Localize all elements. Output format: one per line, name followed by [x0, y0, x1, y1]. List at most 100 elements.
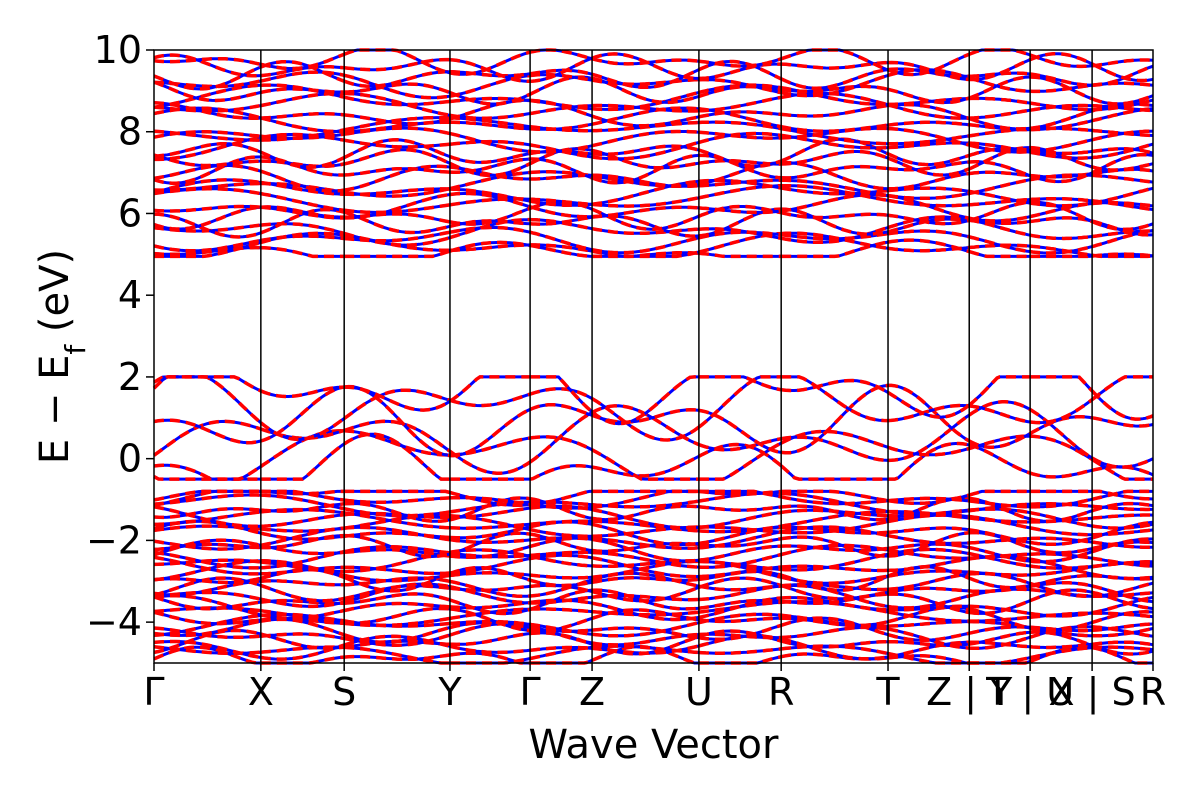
- band-line-dashed: [592, 205, 700, 219]
- band-line-dashed: [1030, 375, 1094, 393]
- band-line-dashed: [153, 155, 261, 185]
- band-line-dashed: [1091, 522, 1154, 530]
- band-line-dashed: [153, 645, 261, 665]
- band-line-dashed: [1091, 58, 1154, 68]
- band-line-dashed: [153, 579, 261, 597]
- band-line-dashed: [1029, 233, 1093, 241]
- band-line-dashed: [260, 608, 345, 626]
- band-line-dashed: [343, 601, 451, 613]
- band-line-dashed: [968, 170, 1031, 178]
- band-line-dashed: [1029, 620, 1093, 633]
- band-line-dashed: [1091, 590, 1154, 611]
- x-tick-label: T: [875, 670, 900, 714]
- band-line-dashed: [153, 205, 261, 231]
- band-line-dashed: [260, 150, 345, 169]
- band-line-dashed: [698, 436, 782, 452]
- band-line-dashed: [153, 141, 262, 158]
- band-line-dashed: [1091, 501, 1154, 513]
- y-axis-label-main: E − E: [32, 355, 78, 465]
- x-tick-label: Γ: [143, 670, 164, 714]
- band-line-dashed: [343, 138, 451, 160]
- band-line-dashed: [529, 230, 593, 252]
- band-line-dashed: [698, 107, 782, 129]
- band-line-dashed: [343, 95, 451, 107]
- band-line-dashed: [781, 582, 889, 592]
- band-line-dashed: [1030, 83, 1093, 94]
- band-line-dashed: [1091, 200, 1154, 208]
- band-line-dashed: [887, 198, 970, 208]
- band-line-dashed: [1092, 64, 1154, 87]
- band-line-dashed: [260, 526, 345, 533]
- band-line-dashed: [969, 57, 1031, 82]
- band-line-dashed: [344, 429, 450, 457]
- band-line-dashed: [1091, 504, 1153, 512]
- band-line-dashed: [449, 579, 531, 599]
- band-line-dashed: [781, 164, 889, 180]
- band-line-dashed: [449, 139, 531, 147]
- band-line-dashed: [1029, 626, 1093, 638]
- band-line-dashed: [781, 504, 889, 522]
- band-line-solid: [698, 441, 782, 481]
- band-line-dashed: [529, 616, 593, 633]
- band-line-dashed: [887, 533, 970, 546]
- band-line-solid: [697, 375, 782, 429]
- band-line-dashed: [1091, 643, 1154, 656]
- band-line-solid: [260, 584, 345, 603]
- band-line-dashed: [780, 543, 889, 557]
- band-line-dashed: [1091, 128, 1154, 138]
- band-line-dashed: [344, 249, 451, 259]
- band-line-dashed: [698, 612, 782, 625]
- band-line-dashed: [343, 506, 451, 518]
- band-line-dashed: [887, 654, 970, 665]
- band-line-dashed: [592, 173, 700, 188]
- band-line-dashed: [343, 573, 451, 583]
- band-line-dashed: [591, 77, 699, 86]
- band-line-dashed: [591, 626, 700, 640]
- band-line-dashed: [591, 57, 700, 66]
- band-line-dashed: [1029, 53, 1093, 69]
- band-line-dashed: [344, 531, 451, 540]
- band-line-dashed: [260, 512, 345, 528]
- band-line-dashed: [529, 624, 593, 645]
- band-line-dashed: [591, 504, 700, 522]
- band-line-dashed: [343, 186, 451, 198]
- band-line-dashed: [698, 251, 782, 259]
- band-line-dashed: [449, 525, 531, 540]
- band-line-dashed: [780, 73, 889, 98]
- band-line-dashed: [1029, 244, 1093, 255]
- band-line-dashed: [1029, 51, 1093, 66]
- band-line-dashed: [449, 644, 531, 655]
- band-line-dashed: [449, 157, 531, 174]
- band-line-dashed: [153, 576, 262, 597]
- band-line-dashed: [343, 70, 450, 89]
- band-line-dashed: [260, 111, 345, 120]
- band-line-dashed: [153, 103, 262, 113]
- band-line-dashed: [591, 585, 700, 603]
- band-line-dashed: [1029, 171, 1093, 179]
- band-line-dashed: [1091, 375, 1153, 401]
- band-line-dashed: [153, 181, 261, 192]
- band-line-dashed: [591, 601, 700, 622]
- band-line-dashed: [449, 490, 531, 507]
- band-line-dashed: [781, 375, 889, 423]
- band-line-dashed: [153, 56, 262, 67]
- band-line-dashed: [780, 435, 889, 463]
- band-line-dashed: [260, 489, 345, 496]
- band-line-dashed: [1029, 101, 1093, 112]
- band-line-dashed: [1030, 502, 1093, 508]
- band-line-dashed: [529, 519, 593, 526]
- band-line-dashed: [260, 385, 345, 399]
- band-line-dashed: [1091, 622, 1154, 633]
- band-line-dashed: [260, 385, 345, 443]
- band-line-dashed: [968, 214, 1031, 223]
- band-line-dashed: [153, 626, 261, 640]
- band-line-dashed: [1029, 150, 1093, 160]
- band-line-dashed: [449, 90, 531, 106]
- band-line-dashed: [153, 489, 261, 502]
- y-tick-label: 4: [118, 273, 142, 317]
- band-line-dashed: [260, 231, 345, 245]
- band-line-dashed: [698, 130, 782, 140]
- y-tick-label: 8: [118, 110, 142, 154]
- band-line-dashed: [449, 240, 531, 253]
- band-line-dashed: [781, 616, 889, 628]
